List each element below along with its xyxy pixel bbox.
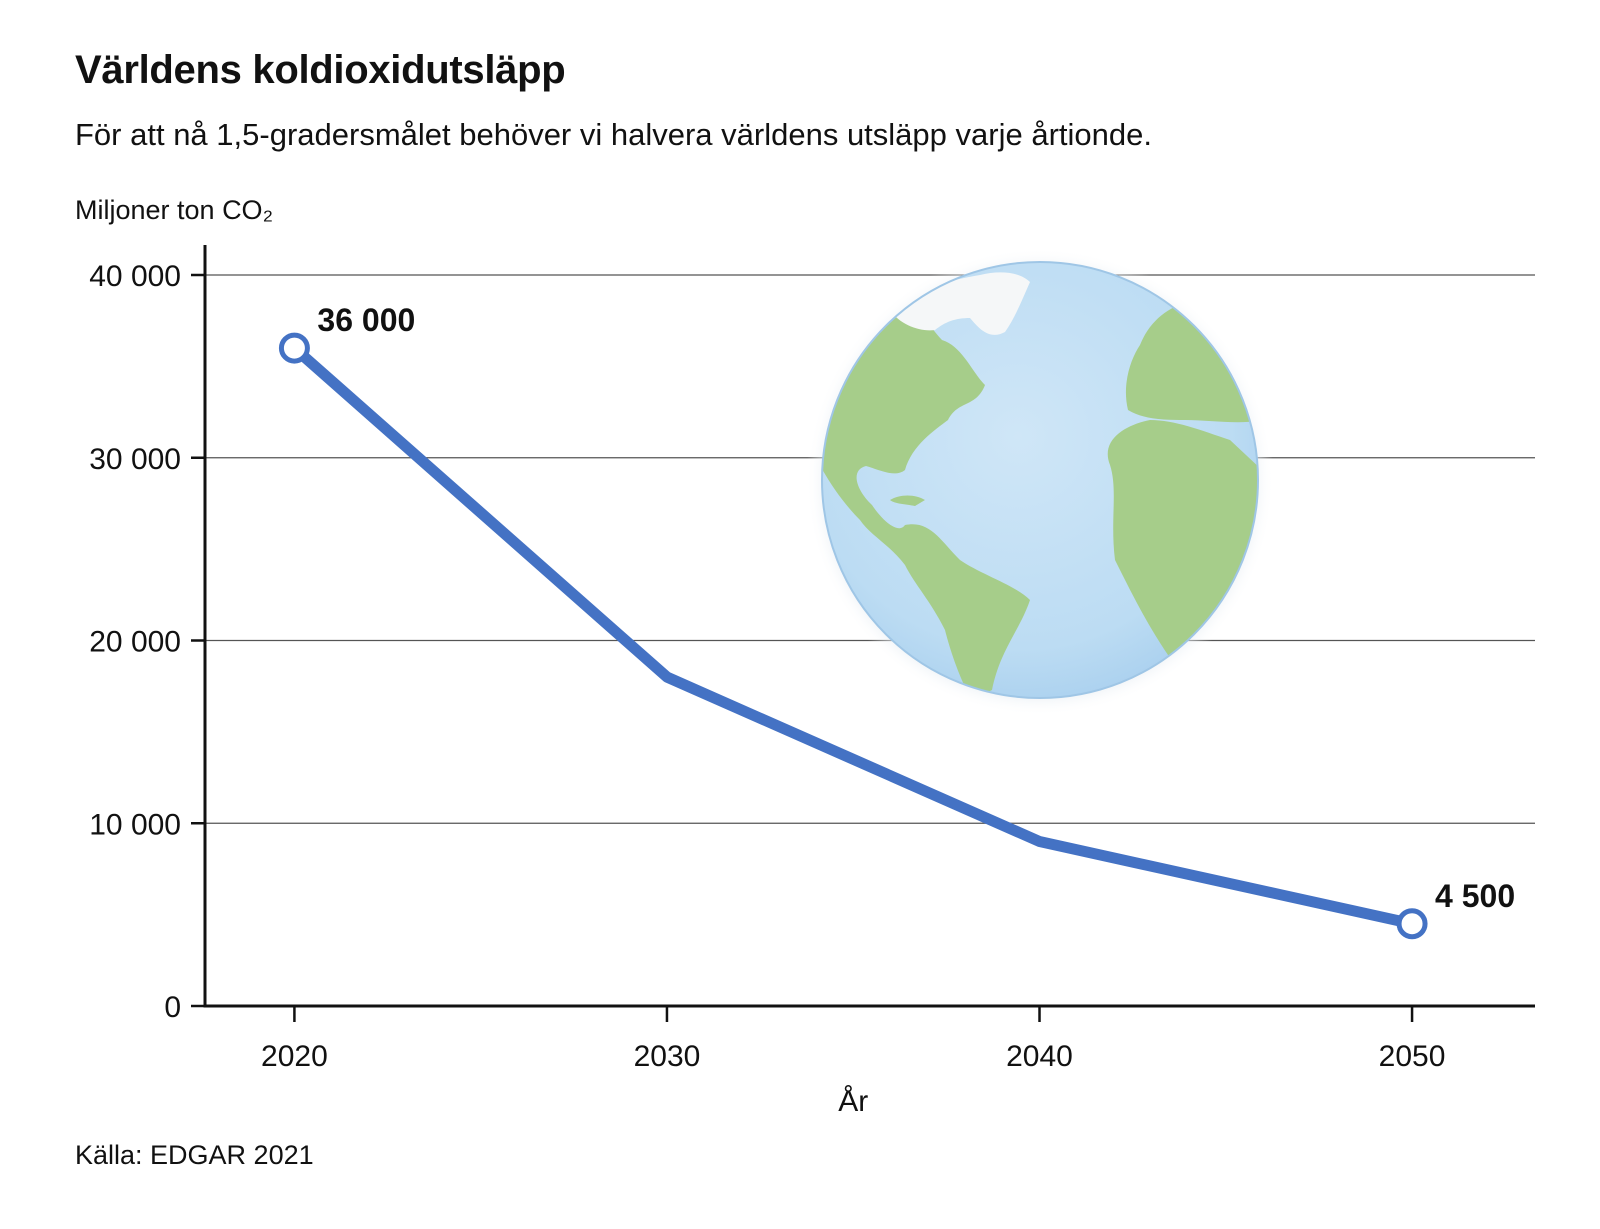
x-tick-label: 2040 (1006, 1040, 1073, 1073)
y-axis-unit-label: Miljoner ton CO₂ (75, 195, 274, 225)
y-tick-label: 40 000 (89, 260, 181, 293)
y-axis-ticks: 0 10 000 20 000 30 000 40 000 (89, 260, 205, 1024)
chart-subtitle: För att nå 1,5-gradersmålet behöver vi h… (75, 117, 1152, 152)
y-tick-label: 0 (164, 991, 181, 1024)
y-tick-label: 20 000 (89, 626, 181, 659)
axes (203, 245, 1535, 1008)
x-tick-label: 2030 (634, 1040, 701, 1073)
data-labels: 36 000 4 500 (317, 302, 1515, 914)
source-note: Källa: EDGAR 2021 (75, 1140, 314, 1170)
y-tick-label: 10 000 (89, 808, 181, 841)
data-point-marker (1396, 908, 1428, 940)
series-emissions (278, 332, 1428, 940)
x-axis-ticks: 2020 2030 2040 2050 (261, 1006, 1445, 1073)
chart-title: Världens koldioxidutsläpp (75, 48, 566, 92)
data-label: 4 500 (1435, 878, 1515, 914)
globe-illustration (806, 248, 1274, 716)
data-label: 36 000 (317, 302, 415, 338)
x-tick-label: 2020 (261, 1040, 328, 1073)
data-point-marker (278, 332, 310, 364)
x-axis-title: År (838, 1085, 868, 1118)
y-tick-label: 30 000 (89, 443, 181, 476)
series-line (288, 342, 1418, 930)
x-tick-label: 2050 (1379, 1040, 1446, 1073)
